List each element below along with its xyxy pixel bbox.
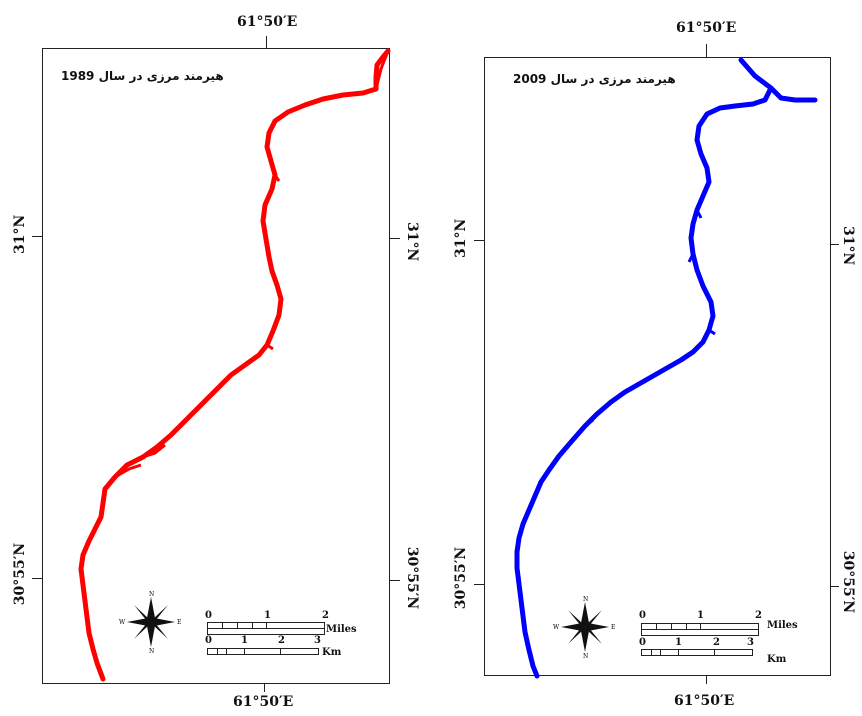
left-latitude-top-label: 31°N xyxy=(12,214,28,254)
left-latitude-top-label: 31°N xyxy=(453,218,469,258)
miles-bar-lower xyxy=(207,628,325,635)
km-tick-1: 1 xyxy=(675,637,682,648)
top-longitude-tick xyxy=(706,44,707,57)
miles-tick-0: 0 xyxy=(205,610,212,621)
scale-bar: 0 1 2 Miles 0 1 2 3 Km xyxy=(205,610,375,662)
compass-s: N xyxy=(149,648,154,653)
km-bar xyxy=(641,649,753,656)
miles-tick-1: 1 xyxy=(264,610,271,621)
km-tick-3: 3 xyxy=(747,637,754,648)
north-arrow: N N E W xyxy=(553,596,617,660)
top-longitude-label: 61°50′E xyxy=(676,20,737,36)
compass-n: N xyxy=(583,596,588,603)
compass-e: E xyxy=(177,619,181,626)
km-tick-3: 3 xyxy=(314,635,321,646)
miles-tick-2: 2 xyxy=(322,610,329,621)
right-latitude-top-label: 31°N xyxy=(840,226,856,266)
compass-w: W xyxy=(119,619,126,626)
bottom-longitude-tick xyxy=(706,676,707,684)
compass-rose-icon: N N E W xyxy=(553,596,615,660)
right-latitude-top-label: 31°N xyxy=(404,222,420,262)
river-channel-detail xyxy=(584,209,716,428)
bottom-longitude-label: 61°50′E xyxy=(674,693,735,709)
bottom-longitude-tick xyxy=(264,684,265,692)
km-bar xyxy=(207,648,319,655)
km-tick-2: 2 xyxy=(713,637,720,648)
km-tick-1: 1 xyxy=(241,635,248,646)
river-hirmand xyxy=(514,57,818,679)
compass-rose-icon: N N E W xyxy=(119,591,181,655)
river-channel-detail xyxy=(114,50,390,479)
miles-tick-0: 0 xyxy=(639,610,646,621)
right-latitude-bottom-tick xyxy=(390,580,400,581)
left-latitude-bottom-tick xyxy=(32,578,42,579)
right-latitude-bottom-label: 30°55′N xyxy=(840,550,856,614)
bottom-longitude-label: 61°50′E xyxy=(233,694,294,710)
top-longitude-tick xyxy=(266,36,267,48)
map-title: هیرمند مرزی در سال 2009 xyxy=(513,72,676,86)
river-hirmand xyxy=(78,48,391,682)
km-unit: Km xyxy=(767,654,787,665)
km-tick-0: 0 xyxy=(205,635,212,646)
km-unit: Km xyxy=(322,647,342,658)
map-frame: هیرمند مرزی در سال 1989 N N E W 0 xyxy=(42,48,391,684)
miles-tick-2: 2 xyxy=(755,610,762,621)
compass-n: N xyxy=(149,591,154,598)
compass-s: N xyxy=(583,653,588,658)
map-frame: هیرمند مرزی در سال 2009 N N E W 0 xyxy=(484,57,831,679)
right-latitude-top-tick xyxy=(831,244,839,245)
left-latitude-top-tick xyxy=(32,236,42,237)
miles-bar-lower xyxy=(641,629,759,636)
miles-unit: Miles xyxy=(326,624,357,635)
scale-bar: 0 1 2 Miles 0 1 2 3 Km xyxy=(639,610,814,666)
right-latitude-top-tick xyxy=(390,238,400,239)
north-arrow: N N E W xyxy=(119,591,183,655)
map-title: هیرمند مرزی در سال 1989 xyxy=(61,69,224,83)
compass-e: E xyxy=(611,624,615,631)
left-latitude-bottom-label: 30°55′N xyxy=(12,542,28,606)
left-latitude-bottom-tick xyxy=(474,584,484,585)
right-latitude-bottom-label: 30°55′N xyxy=(404,546,420,610)
miles-tick-1: 1 xyxy=(697,610,704,621)
km-tick-0: 0 xyxy=(639,637,646,648)
compass-w: W xyxy=(553,624,560,631)
left-latitude-top-tick xyxy=(474,240,484,241)
km-tick-2: 2 xyxy=(278,635,285,646)
river-path-1989 xyxy=(78,48,391,682)
miles-unit: Miles xyxy=(767,620,798,631)
top-longitude-label: 61°50′E xyxy=(237,14,298,30)
river-path-2009 xyxy=(514,57,818,679)
left-latitude-bottom-label: 30°55′N xyxy=(453,546,469,610)
right-latitude-bottom-tick xyxy=(831,586,839,587)
